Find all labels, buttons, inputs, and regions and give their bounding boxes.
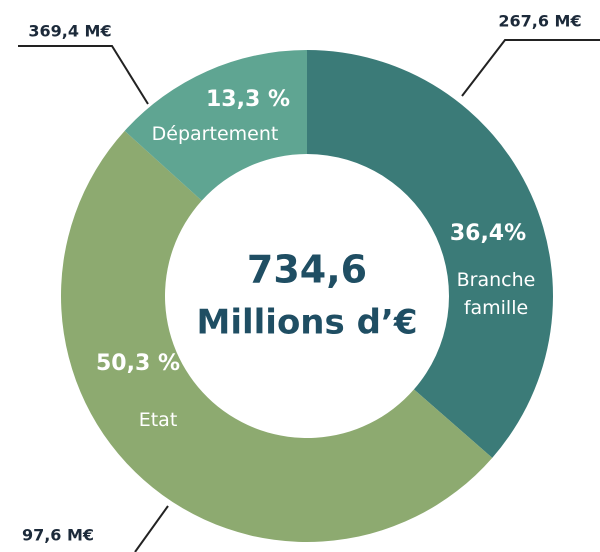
leader-line bbox=[18, 45, 149, 105]
donut-slice bbox=[60, 130, 493, 543]
donut-slice bbox=[124, 50, 307, 201]
center-label: Millions d’€ bbox=[197, 303, 418, 343]
percentage-label: 50,3 % bbox=[96, 351, 180, 376]
value-label: 97,6 M€ bbox=[22, 526, 94, 545]
center-total: 734,6 bbox=[247, 248, 367, 292]
category-label: Département bbox=[151, 123, 279, 145]
percentage-label: 36,4% bbox=[450, 221, 526, 246]
donut-slice bbox=[307, 50, 553, 458]
value-label: 369,4 M€ bbox=[28, 22, 111, 41]
leader-line bbox=[461, 39, 600, 97]
percentage-label: 13,3 % bbox=[206, 87, 290, 112]
leader-line bbox=[134, 505, 169, 552]
category-label: Etat bbox=[138, 409, 178, 431]
value-label: 267,6 M€ bbox=[498, 12, 581, 31]
category-label: Branche famille bbox=[456, 269, 536, 319]
